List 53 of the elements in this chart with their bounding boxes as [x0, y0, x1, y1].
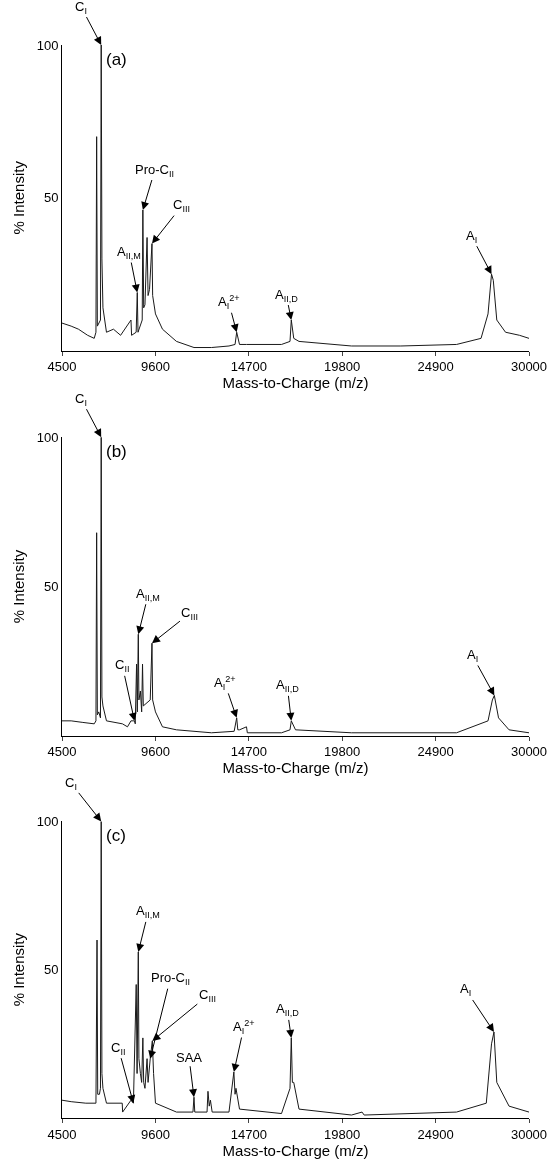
annotation: C$_{II}$	[115, 657, 130, 674]
x-tick-label: 24900	[417, 744, 454, 760]
x-axis-title: Mass-to-Charge (m/z)	[222, 1141, 369, 1159]
y-tick-label: 100	[36, 813, 59, 829]
x-tick-label: 9600	[140, 359, 170, 375]
x-tick-label: 9600	[140, 1126, 170, 1142]
annotation: Pro-C$_{II}$	[151, 970, 191, 987]
annotation: A$_{II,M}$	[136, 586, 160, 603]
annotation: A$_{II,D}$	[275, 287, 299, 304]
x-axis-title: Mass-to-Charge (m/z)	[222, 759, 369, 777]
x-tick-label: 4500	[47, 359, 77, 375]
annotation: Pro-C$_{II}$	[135, 162, 175, 179]
annotation: C$_{I}$	[75, 0, 87, 16]
x-tick-label: 4500	[47, 744, 77, 760]
annotation: C$_{II}$	[111, 1040, 126, 1057]
x-tick-label: 19800	[324, 359, 361, 375]
annotation: C$_{III}$	[181, 605, 198, 622]
annotation: C$_{III}$	[173, 197, 190, 214]
y-tick-label: 100	[36, 429, 59, 445]
annotation: (c)	[106, 826, 126, 845]
y-tick-label: 100	[36, 37, 59, 53]
x-tick-label: 30000	[510, 359, 548, 375]
annotation: C$_{III}$	[199, 987, 216, 1004]
x-tick-label: 14700	[230, 359, 267, 375]
x-tick-label: 24900	[417, 1126, 454, 1142]
x-tick-label: 19800	[324, 744, 361, 760]
annotation: A$_{II,M}$	[136, 903, 160, 920]
annotation: (a)	[106, 50, 127, 69]
x-tick-label: 30000	[510, 1126, 548, 1142]
x-tick-label: 14700	[230, 1126, 267, 1142]
x-tick-label: 4500	[47, 1126, 77, 1142]
annotation: A$_{I}$	[467, 647, 479, 664]
annotation: C$_{I}$	[75, 391, 87, 408]
annotation: C$_{I}$	[65, 775, 77, 792]
x-axis-title: Mass-to-Charge (m/z)	[222, 374, 369, 392]
annotation: (b)	[106, 442, 127, 461]
x-tick-label: 24900	[417, 359, 454, 375]
x-tick-label: 30000	[510, 744, 548, 760]
annotation: SAA	[176, 1050, 203, 1065]
y-axis-title: % Intensity	[9, 932, 27, 1007]
annotation: A$_{II,M}$	[117, 244, 141, 261]
y-tick-label: 50	[43, 579, 59, 595]
annotation: A$_{II,D}$	[276, 1001, 300, 1018]
annotation: A$_{I}$	[460, 981, 472, 998]
x-tick-label: 19800	[324, 1126, 361, 1142]
annotation: A$_{II,D}$	[276, 677, 300, 694]
y-tick-label: 50	[43, 190, 59, 206]
y-tick-label: 50	[43, 962, 59, 978]
annotation: A$_{I}$	[466, 228, 478, 245]
y-axis-title: % Intensity	[9, 160, 27, 235]
x-tick-label: 9600	[140, 744, 170, 760]
x-tick-label: 14700	[230, 744, 267, 760]
y-axis-title: % Intensity	[9, 549, 27, 624]
